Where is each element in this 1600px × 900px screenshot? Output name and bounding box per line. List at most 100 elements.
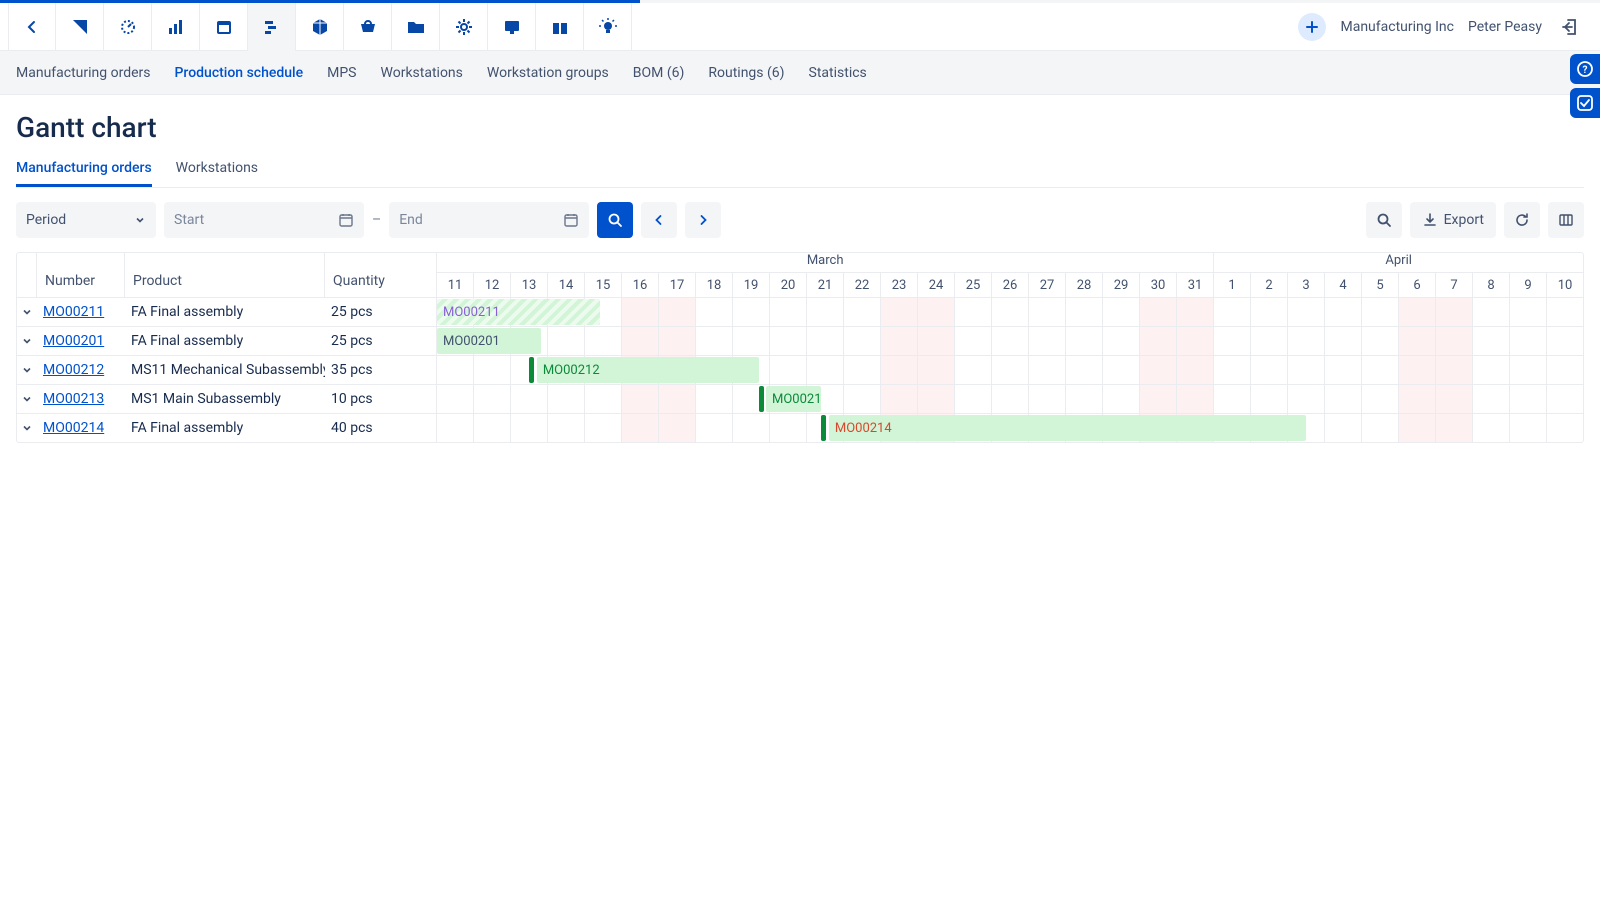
order-link[interactable]: MO00211 [43,304,104,320]
day-label: 2 [1250,273,1287,297]
nav-box-icon[interactable] [296,3,344,51]
bar-handle[interactable] [821,415,826,441]
subnav-item[interactable]: Workstation groups [487,65,609,81]
day-label: 4 [1324,273,1361,297]
gantt-bar[interactable]: MO00214 [829,415,1306,441]
expand-toggle[interactable] [17,306,37,318]
nav-calendar-icon[interactable] [200,3,248,51]
search-button[interactable] [597,202,633,238]
day-label: 11 [437,273,473,297]
quantity-value: 25 pcs [325,333,436,349]
period-label: Period [26,212,66,228]
col-header-number: Number [37,253,125,297]
start-date-input[interactable]: Start [164,202,364,238]
day-label: 26 [991,273,1028,297]
view-tab[interactable]: Manufacturing orders [16,152,152,187]
day-label: 6 [1398,273,1435,297]
refresh-button[interactable] [1504,202,1540,238]
day-label: 3 [1287,273,1324,297]
day-label: 19 [732,273,769,297]
nav-shop-icon[interactable] [344,3,392,51]
nav-settings-icon[interactable] [440,3,488,51]
period-select[interactable]: Period [16,202,156,238]
day-label: 30 [1139,273,1176,297]
day-label: 7 [1435,273,1472,297]
subnav-item[interactable]: Workstations [381,65,463,81]
col-header-product: Product [125,253,325,297]
subnav-item[interactable]: Routings (6) [708,65,784,81]
product-name: MS1 Main Subassembly [125,391,325,407]
calendar-icon [338,212,354,228]
expand-toggle[interactable] [17,335,37,347]
day-label: 13 [510,273,547,297]
day-label: 24 [917,273,954,297]
end-date-input[interactable]: End [389,202,589,238]
calendar-icon [563,212,579,228]
nav-monitor-icon[interactable] [488,3,536,51]
filter-search-button[interactable] [1366,202,1402,238]
day-label: 21 [806,273,843,297]
quantity-value: 35 pcs [325,362,436,378]
nav-dashboard-icon[interactable] [104,3,152,51]
view-tab[interactable]: Workstations [176,152,258,187]
expand-toggle[interactable] [17,422,37,434]
gantt-bar[interactable]: MO00201 [437,328,541,354]
expand-toggle[interactable] [17,364,37,376]
logout-icon[interactable] [1556,13,1584,41]
product-name: FA Final assembly [125,333,325,349]
download-icon [1422,212,1438,228]
day-label: 22 [843,273,880,297]
user-name[interactable]: Peter Peasy [1468,19,1542,35]
order-link[interactable]: MO00214 [43,420,104,436]
gantt-row: MO00214FA Final assembly40 pcsMO00214 [17,413,1583,442]
day-label: 1 [1213,273,1250,297]
month-label: March [437,253,1213,272]
subnav-item[interactable]: BOM (6) [633,65,685,81]
gantt-row: MO00213 MS1 Main Subassembly10 pcs MO00213 [17,384,1583,413]
subnav-item[interactable]: Manufacturing orders [16,65,151,81]
day-label: 14 [547,273,584,297]
nav-gantt-icon[interactable] [248,3,296,51]
company-name[interactable]: Manufacturing Inc [1340,19,1453,35]
end-placeholder: End [399,212,423,228]
subnav-item[interactable]: Statistics [809,65,867,81]
gantt-bar[interactable]: MO00212 [537,357,759,383]
nav-folder-icon[interactable] [392,3,440,51]
product-name: MS11 Mechanical Subassembly [125,362,325,378]
day-label: 8 [1472,273,1509,297]
order-link[interactable]: MO00201 [43,333,104,349]
svg-text:?: ? [1583,65,1588,76]
order-link[interactable]: MO00212 [43,362,104,378]
gantt-bar[interactable]: MO00213 [766,386,821,412]
gantt-bar[interactable]: MO00211 [437,299,600,325]
view-tabs: Manufacturing orders Workstations [16,152,1584,188]
gantt-row: MO00211FA Final assembly25 pcsMO00211 [17,297,1583,326]
add-button[interactable] [1298,13,1326,41]
day-label: 15 [584,273,621,297]
gantt-chart: Number Product Quantity MarchApril 11121… [16,252,1584,443]
day-label: 31 [1176,273,1213,297]
quantity-value: 40 pcs [325,420,436,436]
bar-handle[interactable] [529,357,534,383]
nav-idea-icon[interactable] [584,3,632,51]
help-button[interactable]: ? [1570,54,1600,84]
tasks-button[interactable] [1570,88,1600,118]
bar-handle[interactable] [759,386,764,412]
nav-reports-icon[interactable] [152,3,200,51]
next-button[interactable] [685,202,721,238]
expand-toggle[interactable] [17,393,37,405]
export-label: Export [1444,212,1484,228]
prev-button[interactable] [641,202,677,238]
quantity-value: 10 pcs [325,391,436,407]
export-button[interactable]: Export [1410,202,1496,238]
subnav-item[interactable]: Production schedule [175,65,304,81]
gantt-row: MO00201FA Final assembly25 pcsMO00201 [17,326,1583,355]
order-link[interactable]: MO00213 [43,391,104,407]
nav-logo-icon[interactable] [56,3,104,51]
back-button[interactable] [8,3,56,51]
day-label: 16 [621,273,658,297]
columns-button[interactable] [1548,202,1584,238]
subnav-item[interactable]: MPS [327,65,356,81]
day-label: 29 [1102,273,1139,297]
nav-gift-icon[interactable] [536,3,584,51]
